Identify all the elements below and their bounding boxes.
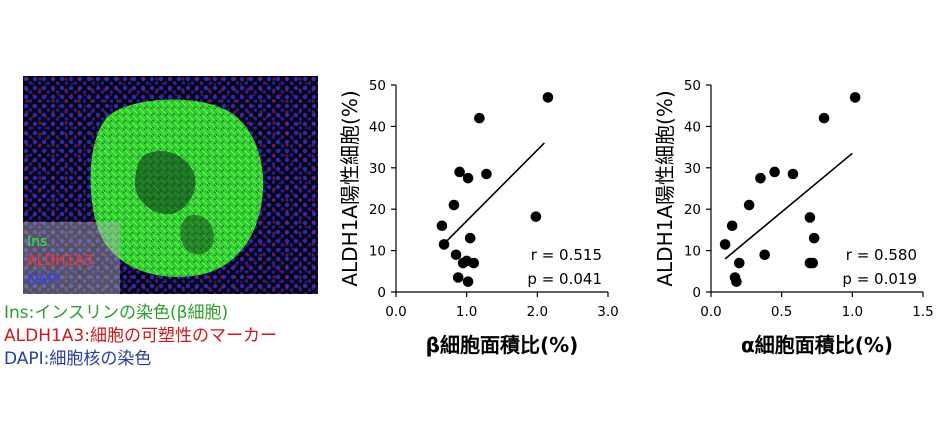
y-tick-label: 30 <box>369 161 386 177</box>
data-point <box>755 172 766 184</box>
data-point <box>438 239 450 250</box>
data-point <box>474 112 485 124</box>
p-value: p = 0.019 <box>842 270 917 288</box>
x-tick-label: 1.0 <box>456 304 477 320</box>
data-point <box>452 272 464 283</box>
data-point <box>436 220 448 232</box>
legend-aldh1a3: ALDH1A3:細胞の可塑性のマーカー <box>4 326 277 346</box>
data-point <box>818 112 830 124</box>
data-point <box>530 211 542 222</box>
data-point <box>542 92 554 103</box>
x-axis-label: α細胞面積比(%) <box>741 333 893 357</box>
data-point <box>462 276 474 287</box>
correlation-r: r = 0.580 <box>846 246 917 264</box>
p-value: p = 0.041 <box>527 270 602 288</box>
beta-cell-scatter: 0.0 1.0 2.0 3.0 0 10 20 30 40 50 r = 0.515 p = 0.04… <box>338 78 619 357</box>
x-axis-label: β細胞面積比(%) <box>426 333 579 357</box>
overlay-label-dapi: DAPI <box>27 272 60 288</box>
legend-dapi: DAPI:細胞核の染色 <box>4 349 152 369</box>
data-point <box>448 199 460 211</box>
data-point <box>743 199 755 211</box>
data-point <box>807 257 819 269</box>
data-point <box>719 239 731 250</box>
data-point <box>808 232 820 244</box>
y-tick-label: 40 <box>684 119 701 135</box>
correlation-r: r = 0.515 <box>531 246 602 264</box>
label-overlay <box>23 222 120 294</box>
x-tick-label: 2.0 <box>527 304 548 320</box>
x-tick-label: 0.0 <box>700 304 721 320</box>
overlay-label-aldh1a3: ALDH1A3 <box>27 253 93 269</box>
data-point <box>849 92 861 103</box>
y-tick-label: 20 <box>684 202 701 218</box>
x-tick-label: 3.0 <box>597 304 618 320</box>
data-point <box>733 257 745 269</box>
data-point <box>468 257 480 269</box>
x-tick-label: 1.0 <box>842 304 863 320</box>
data-point <box>769 166 780 178</box>
data-point <box>804 212 816 223</box>
data-point <box>726 220 738 232</box>
y-tick-label: 20 <box>369 202 386 218</box>
x-tick-label: 0.0 <box>385 304 406 320</box>
overlay-label-ins: Ins <box>27 234 47 250</box>
data-point <box>759 249 771 261</box>
legend-ins: Ins:インスリンの染色(β細胞) <box>4 303 229 323</box>
data-point <box>731 276 742 287</box>
trendline <box>724 152 853 260</box>
data-point <box>454 166 465 178</box>
y-tick-label: 40 <box>369 119 386 135</box>
x-tick-label: 0.5 <box>771 304 792 320</box>
islet-micrograph: Ins ALDH1A3 DAPI <box>23 76 318 294</box>
y-tick-label: 10 <box>684 244 701 260</box>
data-point <box>464 232 476 244</box>
y-tick-label: 0 <box>377 285 386 301</box>
y-tick-label: 0 <box>692 285 701 301</box>
alpha-cell-scatter: 0.0 0.5 1.0 1.5 0 10 20 30 40 50 r = 0.580 p = 0.01… <box>653 78 934 357</box>
y-tick-label: 50 <box>369 78 386 94</box>
data-point <box>462 172 474 184</box>
stain-legend: Ins:インスリンの染色(β細胞) ALDH1A3:細胞の可塑性のマーカー DA… <box>4 302 277 371</box>
y-axis-label: ALDH1A陽性細胞(%) <box>338 90 362 286</box>
data-point <box>481 168 492 180</box>
data-point <box>450 249 462 261</box>
trendline <box>444 142 545 243</box>
y-tick-label: 30 <box>684 161 701 177</box>
x-tick-label: 1.5 <box>912 304 933 320</box>
y-tick-label: 10 <box>369 244 386 260</box>
y-tick-label: 50 <box>684 78 701 94</box>
data-point <box>787 168 799 180</box>
y-axis-label: ALDH1A陽性細胞(%) <box>653 90 677 286</box>
